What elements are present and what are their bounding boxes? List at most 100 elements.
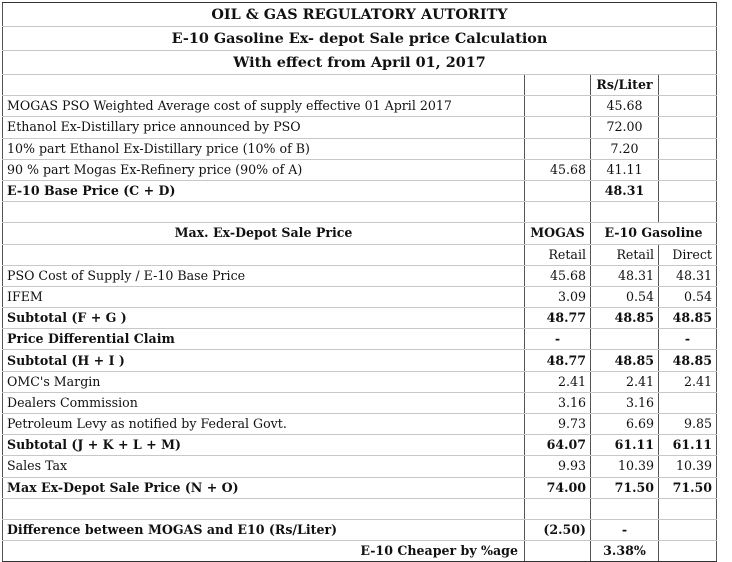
mogas-value: - — [524, 328, 591, 351]
e10-direct-value: 9.85 — [658, 413, 717, 436]
cell — [524, 498, 591, 520]
price-label: Sales Tax — [2, 455, 525, 478]
title-row: OIL & GAS REGULATORY AUTORITY — [2, 2, 717, 27]
e10-direct-value: - — [658, 328, 717, 351]
cell — [658, 159, 717, 181]
cell — [590, 201, 659, 224]
e10-direct-value: 10.39 — [658, 455, 717, 478]
cell — [658, 519, 717, 542]
e10-direct-value: 48.85 — [658, 307, 717, 330]
cell — [2, 201, 525, 224]
e10-direct-value: 0.54 — [658, 286, 717, 309]
base-row: 10% part Ethanol Ex-Distillary price (10… — [2, 138, 717, 160]
base-value: 45.68 — [590, 95, 659, 118]
price-row: Sales Tax 9.93 10.39 10.39 — [2, 455, 717, 478]
cell — [658, 116, 717, 139]
column-subheader-row: Retail Retail Direct — [2, 244, 717, 266]
base-row: E-10 Base Price (C + D) 48.31 — [2, 180, 717, 203]
base-mogas-value — [524, 138, 591, 160]
price-calculation-table: OIL & GAS REGULATORY AUTORITY E-10 Gasol… — [2, 2, 717, 562]
base-value: 48.31 — [590, 180, 659, 203]
cell — [2, 244, 525, 266]
cell — [658, 74, 717, 97]
e10-retail-value: 61.11 — [590, 434, 659, 457]
spacer-row — [2, 201, 717, 224]
spacer-row — [2, 498, 717, 520]
base-mogas-value: 45.68 — [524, 159, 591, 181]
column-header-row: Max. Ex-Depot Sale Price MOGAS E-10 Gaso… — [2, 222, 717, 245]
max-ex-depot-header: Max. Ex-Depot Sale Price — [2, 222, 525, 245]
base-mogas-value — [524, 95, 591, 118]
price-row: Subtotal (F + G ) 48.77 48.85 48.85 — [2, 307, 717, 330]
unit-header-row: Rs/Liter — [2, 74, 717, 97]
base-row: 90 % part Mogas Ex-Refinery price (90% o… — [2, 159, 717, 181]
base-label: 90 % part Mogas Ex-Refinery price (90% o… — [2, 159, 525, 181]
spreadsheet: OIL & GAS REGULATORY AUTORITY E-10 Gasol… — [2, 2, 717, 562]
e10-direct-value: 61.11 — [658, 434, 717, 457]
base-label: MOGAS PSO Weighted Average cost of suppl… — [2, 95, 525, 118]
cell — [658, 180, 717, 203]
e10-retail-value: 48.85 — [590, 307, 659, 330]
difference-row: Difference between MOGAS and E10 (Rs/Lit… — [2, 519, 717, 542]
title-row: E-10 Gasoline Ex- depot Sale price Calcu… — [2, 26, 717, 51]
cheaper-percentage: 3.38% — [590, 540, 659, 562]
e10-direct-value — [658, 392, 717, 415]
cell — [524, 540, 591, 562]
base-row: MOGAS PSO Weighted Average cost of suppl… — [2, 95, 717, 118]
mogas-value: 64.07 — [524, 434, 591, 457]
price-label: Subtotal (F + G ) — [2, 307, 525, 330]
base-label: E-10 Base Price (C + D) — [2, 180, 525, 203]
title-row: With effect from April 01, 2017 — [2, 50, 717, 75]
e10-direct-value: 2.41 — [658, 371, 717, 393]
cell — [658, 95, 717, 118]
e10-direct-subheader: Direct — [658, 244, 717, 266]
mogas-value: 2.41 — [524, 371, 591, 393]
cell — [658, 138, 717, 160]
mogas-value: 74.00 — [524, 477, 591, 499]
e10-header: E-10 Gasoline — [590, 222, 717, 245]
effective-date-title: With effect from April 01, 2017 — [2, 50, 717, 75]
mogas-value: 48.77 — [524, 349, 591, 372]
cell — [658, 201, 717, 224]
price-row: Subtotal (J + K + L + M) 64.07 61.11 61.… — [2, 434, 717, 457]
base-value: 7.20 — [590, 138, 659, 160]
price-row: Max Ex-Depot Sale Price (N + O) 74.00 71… — [2, 477, 717, 499]
cell — [524, 74, 591, 97]
price-label: OMC's Margin — [2, 371, 525, 393]
base-value: 41.11 — [590, 159, 659, 181]
mogas-value: 45.68 — [524, 265, 591, 287]
e10-retail-value: 48.85 — [590, 349, 659, 372]
price-label: Petroleum Levy as notified by Federal Go… — [2, 413, 525, 436]
price-row: OMC's Margin 2.41 2.41 2.41 — [2, 371, 717, 393]
e10-retail-value: 71.50 — [590, 477, 659, 499]
cell — [524, 201, 591, 224]
e10-retail-value: 10.39 — [590, 455, 659, 478]
price-row: PSO Cost of Supply / E-10 Base Price 45.… — [2, 265, 717, 287]
price-row: IFEM 3.09 0.54 0.54 — [2, 286, 717, 309]
cell — [2, 498, 525, 520]
price-label: Subtotal (J + K + L + M) — [2, 434, 525, 457]
base-row: Ethanol Ex-Distillary price announced by… — [2, 116, 717, 139]
price-label: IFEM — [2, 286, 525, 309]
mogas-value: 48.77 — [524, 307, 591, 330]
cell — [658, 498, 717, 520]
calc-title: E-10 Gasoline Ex- depot Sale price Calcu… — [2, 26, 717, 51]
cell — [658, 540, 717, 562]
e10-retail-value: 48.31 — [590, 265, 659, 287]
cheaper-row: E-10 Cheaper by %age 3.38% — [2, 540, 717, 562]
mogas-value: 3.09 — [524, 286, 591, 309]
base-label: Ethanol Ex-Distillary price announced by… — [2, 116, 525, 139]
base-mogas-value — [524, 180, 591, 203]
mogas-value: 9.73 — [524, 413, 591, 436]
e10-retail-subheader: Retail — [590, 244, 659, 266]
base-mogas-value — [524, 116, 591, 139]
cheaper-label: E-10 Cheaper by %age — [2, 540, 525, 562]
mogas-header: MOGAS — [524, 222, 591, 245]
mogas-value: 9.93 — [524, 455, 591, 478]
difference-label: Difference between MOGAS and E10 (Rs/Lit… — [2, 519, 525, 542]
e10-retail-value: 6.69 — [590, 413, 659, 436]
price-label: Dealers Commission — [2, 392, 525, 415]
price-label: Max Ex-Depot Sale Price (N + O) — [2, 477, 525, 499]
mogas-value: 3.16 — [524, 392, 591, 415]
e10-retail-value: 2.41 — [590, 371, 659, 393]
